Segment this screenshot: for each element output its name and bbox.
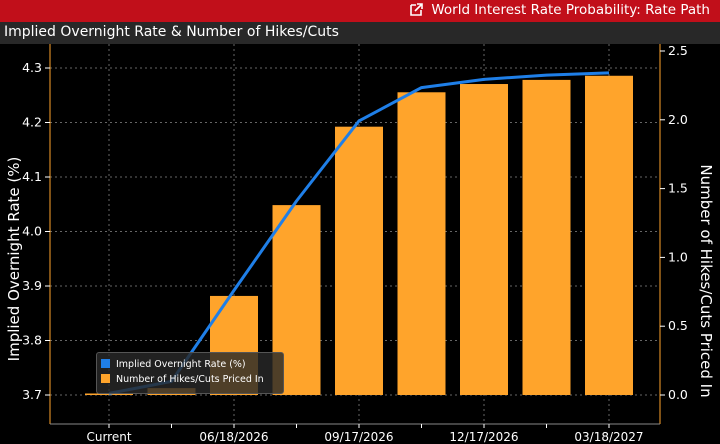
chart-legend: Implied Overnight Rate (%) Number of Hik…	[96, 352, 284, 394]
right-tick-label: 2.5	[668, 44, 688, 58]
legend-line-label: Implied Overnight Rate (%)	[116, 359, 246, 370]
left-tick-label: 3.8	[22, 333, 42, 348]
legend-bar-label: Number of Hikes/Cuts Priced In	[116, 374, 264, 385]
x-tick-label: 09/17/2026	[324, 430, 393, 444]
bar-mark	[460, 84, 508, 396]
legend-line-swatch	[101, 359, 110, 368]
left-axis-title: Implied Overnight Rate (%)	[5, 157, 23, 362]
external-link-icon[interactable]	[410, 3, 424, 20]
x-tick-label: 06/18/2026	[199, 430, 268, 444]
bar-mark	[397, 92, 446, 395]
rate-line	[108, 71, 610, 395]
bar-mark	[522, 79, 571, 395]
right-tick-label: 0.5	[668, 318, 688, 333]
x-tick-label: Current	[86, 430, 131, 444]
right-tick-label: 1.0	[668, 249, 688, 264]
left-tick-label: 4.2	[22, 115, 42, 130]
left-tick-label: 3.7	[22, 387, 42, 402]
legend-item-bar: Number of Hikes/Cuts Priced In	[101, 374, 264, 388]
bar-mark	[85, 393, 133, 395]
left-tick-label: 4.3	[22, 60, 42, 75]
right-tick-label: 0.0	[668, 387, 688, 402]
legend-item-line: Implied Overnight Rate (%)	[101, 359, 246, 373]
right-axis-title: Number of Hikes/Cuts Priced In	[697, 164, 715, 397]
bar-mark	[335, 126, 383, 396]
left-tick-label: 4.0	[22, 224, 42, 239]
chart-header: Implied Overnight Rate & Number of Hikes…	[0, 22, 720, 44]
window-title: World Interest Rate Probability: Rate Pa…	[410, 2, 710, 20]
bar-mark	[585, 75, 633, 395]
chart-title: Implied Overnight Rate & Number of Hikes…	[4, 24, 339, 40]
right-tick-label: 1.5	[668, 181, 688, 196]
x-tick-label: 12/17/2026	[449, 430, 518, 444]
left-tick-label: 4.1	[22, 169, 42, 184]
window-title-text: World Interest Rate Probability: Rate Pa…	[431, 2, 710, 18]
right-tick-label: 2.0	[668, 112, 688, 127]
left-tick-label: 3.9	[22, 278, 42, 293]
x-tick-label: 03/18/2027	[574, 430, 643, 444]
legend-bar-swatch	[101, 374, 110, 383]
title-bar: World Interest Rate Probability: Rate Pa…	[0, 0, 720, 22]
